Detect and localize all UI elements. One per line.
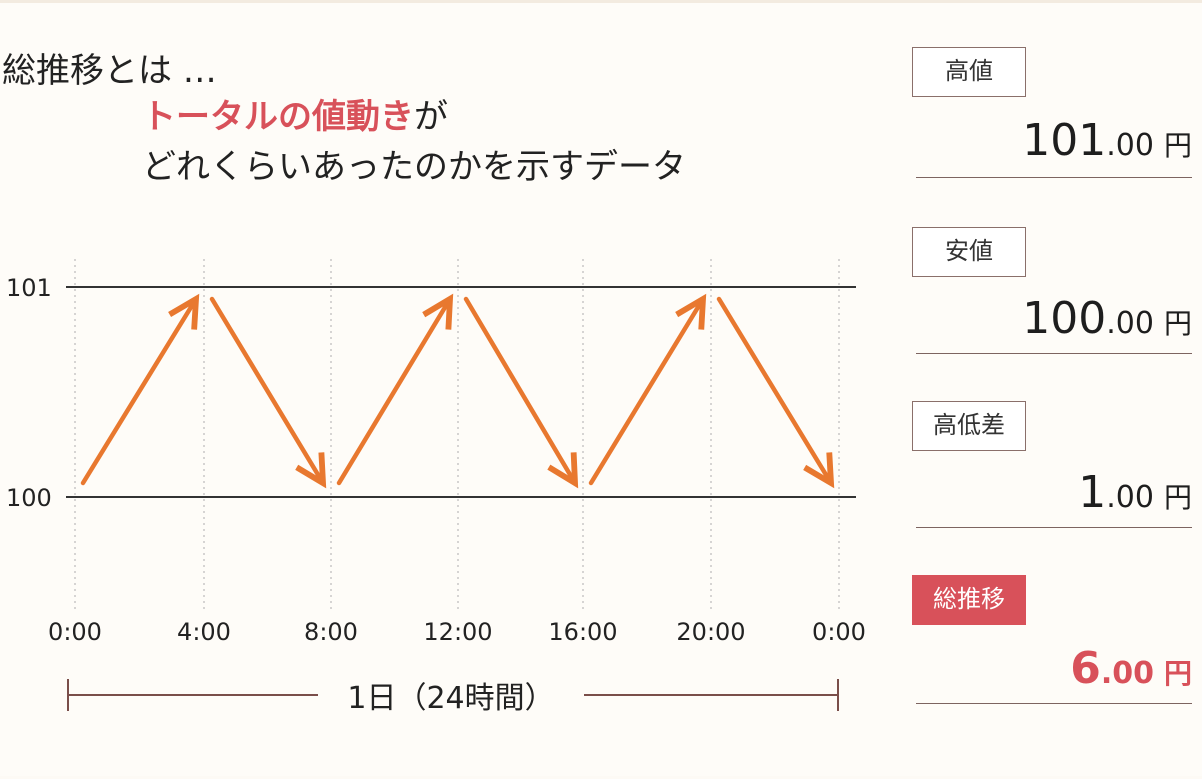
low-value-unit: 円 bbox=[1163, 307, 1192, 340]
high-value-int: 101 bbox=[1022, 115, 1107, 166]
span-indicator: 1日（24時間） bbox=[67, 679, 839, 716]
high-value-unit: 円 bbox=[1163, 129, 1192, 162]
grid-lines bbox=[74, 259, 840, 611]
x-tick-label: 8:00 bbox=[304, 618, 358, 646]
total-value-dec: .00 bbox=[1100, 656, 1154, 691]
total-underline bbox=[916, 703, 1192, 704]
arrow-series bbox=[80, 293, 835, 489]
high-label-badge: 高値 bbox=[912, 47, 1026, 97]
intro-line-2: トータルの値動きが bbox=[142, 89, 448, 138]
x-tick-label: 12:00 bbox=[423, 618, 492, 646]
low-value: 100.00 円 bbox=[912, 293, 1192, 344]
price-chart: 101 100 0:00 4:00 8:00 12:00 16:00 20:00 0:00 1日… bbox=[6, 259, 866, 716]
intro-line-3: どれくらいあったのかを示すデータ bbox=[142, 147, 686, 187]
total-label-badge: 総推移 bbox=[912, 575, 1026, 625]
low-value-dec: .00 bbox=[1106, 306, 1154, 341]
range-value-dec: .00 bbox=[1106, 480, 1154, 515]
y-tick-label: 100 bbox=[6, 484, 52, 512]
price-arrow bbox=[463, 296, 579, 489]
intro-highlight: トータルの値動き bbox=[142, 97, 414, 137]
range-underline bbox=[916, 527, 1192, 528]
range-value-unit: 円 bbox=[1163, 481, 1192, 514]
tick-labels: 101 100 0:00 4:00 8:00 12:00 16:00 20:00 0:00 bbox=[6, 274, 866, 646]
price-arrow bbox=[588, 293, 707, 486]
range-value: 1.00 円 bbox=[912, 467, 1192, 518]
horizontal-lines bbox=[66, 286, 856, 498]
low-value-int: 100 bbox=[1022, 293, 1107, 344]
total-value: 6.00 円 bbox=[912, 643, 1192, 694]
x-tick-label: 0:00 bbox=[812, 618, 866, 646]
total-value-int: 6 bbox=[1070, 643, 1101, 694]
price-arrow bbox=[336, 293, 454, 486]
x-tick-label: 0:00 bbox=[48, 618, 102, 646]
x-tick-label: 4:00 bbox=[177, 618, 231, 646]
high-underline bbox=[916, 177, 1192, 178]
intro-line-2-rest: が bbox=[414, 97, 448, 137]
range-value-int: 1 bbox=[1078, 467, 1107, 518]
high-value-dec: .00 bbox=[1106, 128, 1154, 163]
range-label-badge: 高低差 bbox=[912, 401, 1026, 451]
price-arrow bbox=[80, 293, 200, 486]
y-tick-label: 101 bbox=[6, 274, 52, 302]
span-label: 1日（24時間） bbox=[347, 681, 554, 716]
intro-line-1: 総推移とは … bbox=[2, 51, 217, 91]
stats-panel: 高値 101.00 円 安値 100.00 円 高低差 1.00 円 総推移 6.00… bbox=[912, 3, 1192, 779]
price-arrow bbox=[716, 296, 835, 489]
intro-text: 総推移とは … トータルの値動きが どれくらいあったのかを示すデータ bbox=[2, 43, 686, 187]
total-value-unit: 円 bbox=[1163, 657, 1192, 690]
x-tick-label: 20:00 bbox=[676, 618, 745, 646]
high-value: 101.00 円 bbox=[912, 115, 1192, 166]
x-tick-label: 16:00 bbox=[548, 618, 617, 646]
low-label-badge: 安値 bbox=[912, 227, 1026, 277]
price-arrow bbox=[209, 296, 327, 489]
low-underline bbox=[916, 353, 1192, 354]
